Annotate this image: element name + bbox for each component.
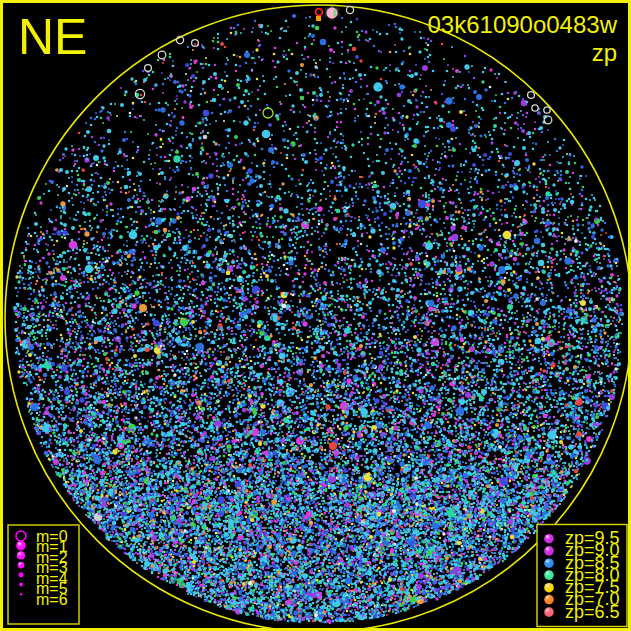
svg-text:zp=6.5: zp=6.5 [565,602,620,622]
svg-text:03k61090o0483w: 03k61090o0483w [427,11,617,38]
svg-text:m=6: m=6 [36,591,68,608]
svg-text:NE: NE [18,9,87,65]
svg-text:zp: zp [592,39,617,66]
